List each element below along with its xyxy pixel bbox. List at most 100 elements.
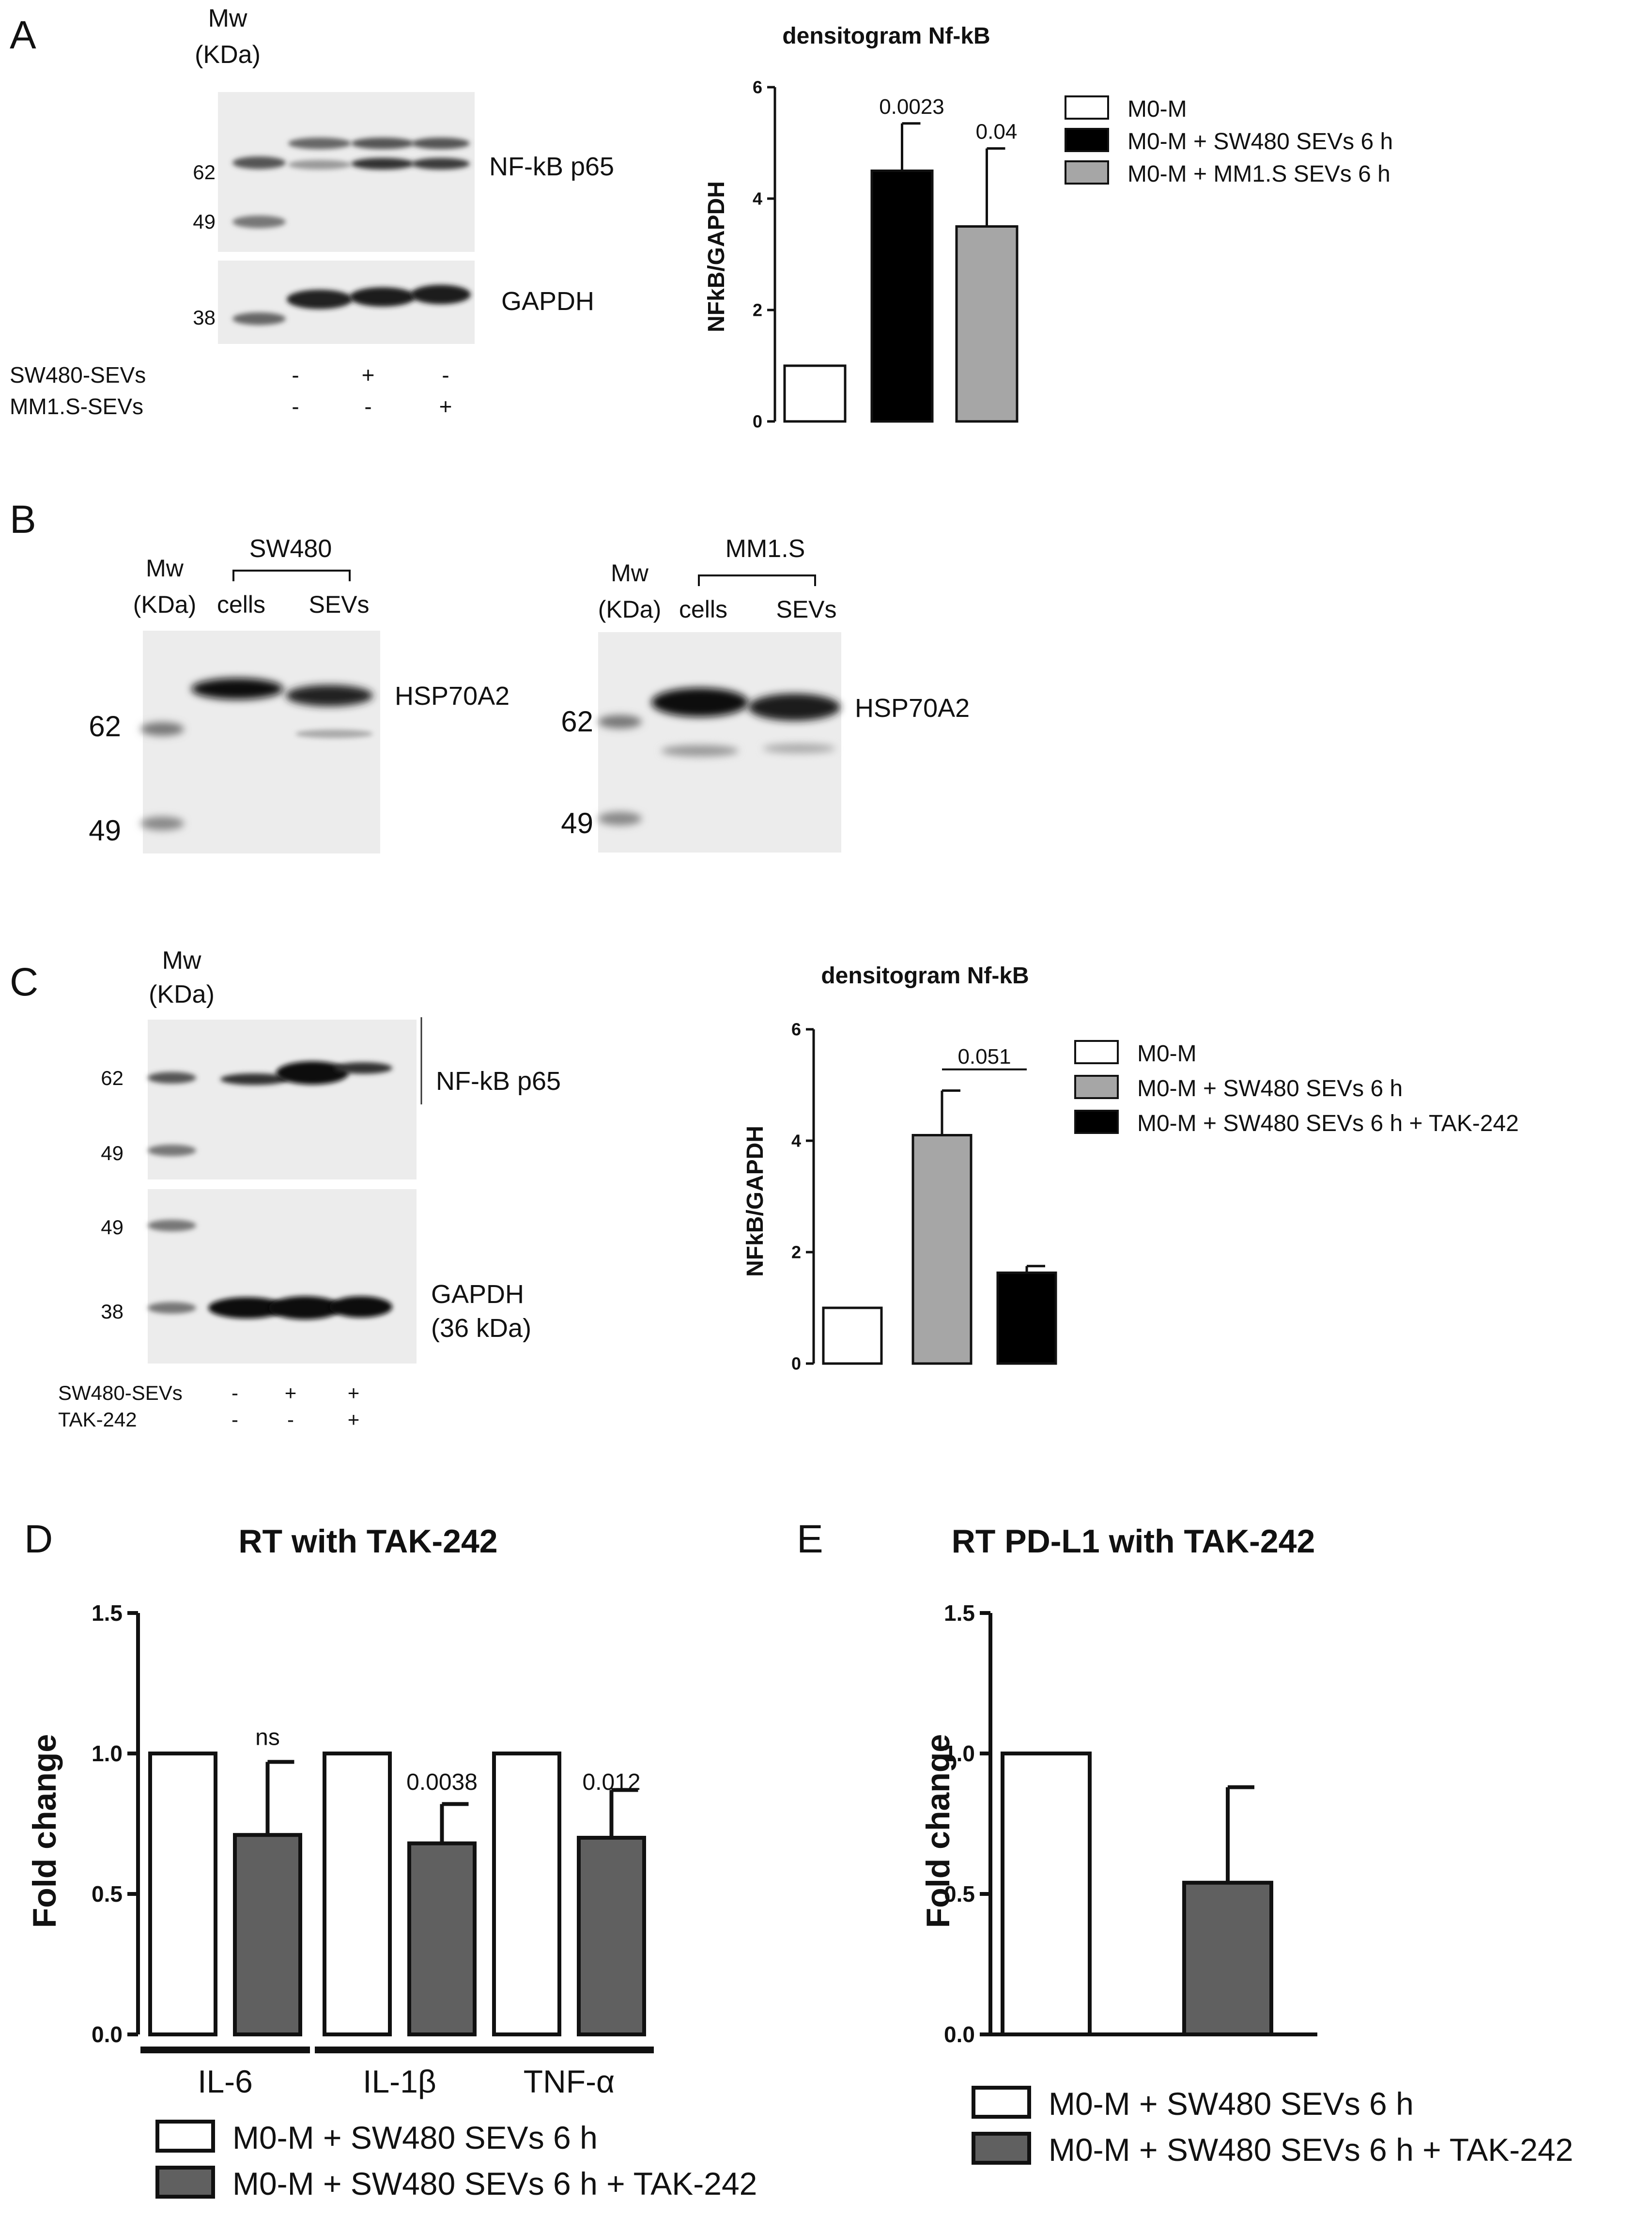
legend-swatch <box>1074 1110 1119 1134</box>
sign: + <box>348 1408 360 1431</box>
band <box>748 694 840 721</box>
y-tick-label: 6 <box>753 78 762 97</box>
band <box>763 744 835 753</box>
band <box>350 287 416 307</box>
gapdh-size: (36 kDa) <box>431 1314 531 1343</box>
band-label-gapdh: GAPDH <box>431 1280 524 1309</box>
legend-entry: M0-M + MM1.S SEVs 6 h <box>1127 161 1390 187</box>
kda-label: (KDa) <box>598 596 662 623</box>
legend-entry: M0-M + SW480 SEVs 6 h <box>1137 1076 1403 1101</box>
marker-49: 49 <box>101 1216 124 1239</box>
ladder-band <box>232 156 286 169</box>
band <box>286 685 373 706</box>
legend-entry: M0-M + SW480 SEVs 6 h <box>1049 2086 1414 2122</box>
legend-swatch <box>1065 128 1109 152</box>
lane-bracket <box>698 574 816 586</box>
blot-b-left: Mw (KDa) SW480 cells SEVs 62 49 HSP70A2 <box>89 535 509 853</box>
blot-a: Mw (KDa) 62 49 38 NF-kB p65 GAPDH SW480-… <box>10 4 614 419</box>
chart-title: densitogram Nf-kB <box>782 23 990 49</box>
sign: - <box>287 1408 294 1431</box>
band <box>351 138 414 149</box>
blot-b-right: Mw (KDa) MM1.S cells SEVs 62 49 HSP70A2 <box>561 535 970 853</box>
legend-entry: M0-M + SW480 SEVs 6 h + TAK-242 <box>232 2166 757 2202</box>
band <box>287 290 353 309</box>
lane-label-cells: cells <box>217 591 265 618</box>
y-axis-label: Fold change <box>26 1734 63 1928</box>
y-axis-label: NFkB/GAPDH <box>742 1126 768 1277</box>
band <box>651 688 748 717</box>
ladder-band <box>232 312 286 325</box>
sign: - <box>232 1381 238 1404</box>
blot-c: Mw (KDa) 62 49 49 38 NF-kB p65 GAPDH (36… <box>58 946 561 1431</box>
panel-label-e: E <box>797 1517 823 1561</box>
sign: - <box>292 362 299 388</box>
band-label-gapdh: GAPDH <box>501 287 594 316</box>
y-tick-label: 2 <box>753 300 762 320</box>
panel-label-b: B <box>10 497 36 542</box>
y-tick-label: 0.0 <box>92 2022 123 2047</box>
bar-0 <box>1001 1752 1092 2036</box>
ladder-band <box>148 1302 196 1314</box>
legend-entry: M0-M <box>1127 96 1187 122</box>
ladder-band <box>232 216 286 228</box>
panel-label-a: A <box>10 13 36 57</box>
bar-1 <box>870 170 934 423</box>
sign: - <box>442 362 449 388</box>
y-tick-label: 0 <box>791 1354 801 1374</box>
marker-62: 62 <box>561 705 593 738</box>
y-tick-label: 6 <box>791 1020 801 1039</box>
sign: + <box>439 394 452 419</box>
band-label-nfkb: NF-kB p65 <box>489 152 614 181</box>
treatment-tak242: TAK-242 <box>58 1408 137 1431</box>
band <box>288 160 351 170</box>
band <box>412 138 470 149</box>
legend-swatch <box>972 2086 1031 2119</box>
band-label-hsp70a2: HSP70A2 <box>855 694 970 723</box>
marker-62: 62 <box>89 710 121 743</box>
y-axis-label: Fold change <box>920 1734 957 1928</box>
legend-swatch <box>1065 95 1109 120</box>
chart-d: RT with TAK-242 Fold change 0.0 0.5 1.0 1.5… <box>26 1523 757 2202</box>
band <box>334 1062 392 1074</box>
lane-label-cells: cells <box>679 596 727 623</box>
legend-swatch <box>1065 160 1109 185</box>
p-value-label: 0.0023 <box>879 95 944 119</box>
blot-b-left-membrane <box>143 631 380 853</box>
marker-49: 49 <box>193 210 216 233</box>
treatment-mm1s: MM1.S-SEVs <box>10 394 143 419</box>
band <box>351 158 414 170</box>
blot-c-nfkb-membrane <box>148 1020 417 1179</box>
lane-label-sevs: SEVs <box>309 591 369 618</box>
ladder-band <box>148 1072 196 1084</box>
bar-1 <box>911 1134 973 1365</box>
band <box>412 158 470 170</box>
annotation: 0.012 <box>582 1769 640 1795</box>
y-tick-label: 4 <box>791 1131 801 1151</box>
category-label: IL-1β <box>363 2063 436 2099</box>
sign: - <box>364 394 371 419</box>
panel-label-d: D <box>24 1517 53 1561</box>
band <box>295 729 373 738</box>
legend-swatch <box>1074 1075 1119 1099</box>
legend-entry: M0-M + SW480 SEVs 6 h + TAK-242 <box>1137 1111 1519 1136</box>
cell-line-label: MM1.S <box>726 535 805 563</box>
band-label-nfkb: NF-kB p65 <box>436 1067 561 1096</box>
ladder-band <box>598 715 642 729</box>
chart-a: densitogram Nf-kB NFkB/GAPDH 0 2 4 6 0.0023 0… <box>704 23 1393 432</box>
y-tick-label: 0.5 <box>944 1881 975 1907</box>
marker-62: 62 <box>193 161 216 184</box>
y-tick-label: 4 <box>753 189 762 209</box>
ladder-band <box>148 1220 196 1231</box>
category-label: TNF-α <box>524 2063 615 2099</box>
marker-38: 38 <box>101 1300 124 1323</box>
band <box>329 1296 392 1318</box>
ladder-band <box>140 817 184 830</box>
y-tick-label: 1.0 <box>944 1741 975 1766</box>
chart-title: RT PD-L1 with TAK-242 <box>952 1523 1315 1560</box>
y-tick-label: 1.5 <box>92 1600 123 1626</box>
p-value-label: 0.04 <box>976 120 1018 144</box>
panel-label-c: C <box>10 960 38 1004</box>
legend-entry: M0-M + SW480 SEVs 6 h + TAK-242 <box>1049 2132 1573 2168</box>
y-tick-label: 0 <box>753 412 762 432</box>
legend-entry: M0-M + SW480 SEVs 6 h <box>232 2120 598 2156</box>
